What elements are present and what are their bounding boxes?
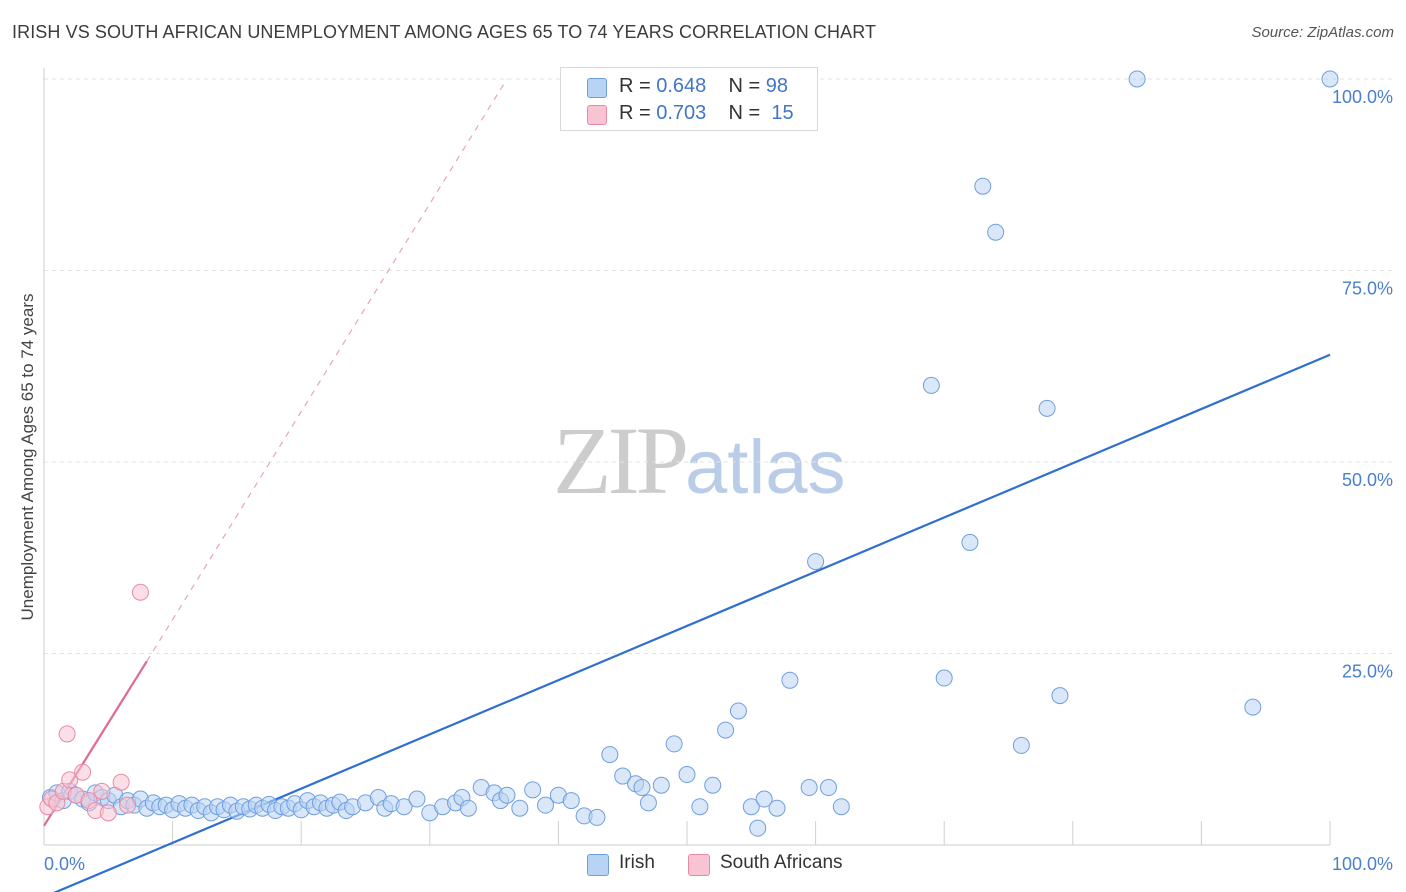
x-tick-label: 0.0% xyxy=(44,854,85,874)
irish-point xyxy=(1038,399,1056,417)
irish-n-value: 98 xyxy=(765,75,789,97)
y-tick-label: 50.0% xyxy=(1342,470,1393,490)
irish-point xyxy=(974,177,992,195)
axis-layer xyxy=(43,68,1330,846)
irish-point xyxy=(781,671,799,689)
source-label: Source: ZipAtlas.com xyxy=(1251,24,1394,41)
y-tick-label: 25.0% xyxy=(1342,662,1393,682)
irish-point xyxy=(633,779,651,797)
legend-swatch-irish xyxy=(587,78,607,98)
irish-point xyxy=(678,766,696,784)
irish-point xyxy=(639,794,657,812)
sa-r-value: 0.703 xyxy=(656,102,707,124)
watermark-zip: ZIP xyxy=(553,407,689,514)
bottom-swatch-south-africans xyxy=(688,854,710,876)
stats-legend: R = 0.648 N = 98 R = 0.703 N = 15 xyxy=(560,67,818,131)
watermark-atlas: atlas xyxy=(685,425,846,510)
sa-point xyxy=(99,804,117,822)
sa-point xyxy=(119,796,137,814)
y-tick-label: 75.0% xyxy=(1342,279,1393,299)
irish-point xyxy=(749,819,767,837)
irish-point xyxy=(742,798,760,816)
legend-text-irish: R = 0.648 N = 98 xyxy=(619,75,789,97)
irish-point xyxy=(807,553,825,571)
point-layer xyxy=(39,70,1339,837)
watermark: ZIPatlas xyxy=(553,405,846,516)
sa-point xyxy=(61,771,79,789)
irish-point xyxy=(562,792,580,810)
irish-point xyxy=(922,376,940,394)
irish-point xyxy=(395,798,413,816)
irish-point xyxy=(1244,698,1262,716)
sa-point xyxy=(93,782,111,800)
irish-point xyxy=(588,808,606,826)
irish-point xyxy=(755,790,773,808)
irish-point xyxy=(511,799,529,817)
irish-point xyxy=(935,669,953,687)
sa-point xyxy=(131,583,149,601)
irish-point xyxy=(704,776,722,794)
y-tick-label: 100.0% xyxy=(1332,87,1393,107)
irish-point xyxy=(537,796,555,814)
chart-title: IRISH VS SOUTH AFRICAN UNEMPLOYMENT AMON… xyxy=(12,22,877,42)
irish-point xyxy=(524,781,542,799)
irish-point xyxy=(614,767,632,785)
label-layer: 25.0% 50.0% 75.0% 100.0% 0.0% 100.0% xyxy=(44,87,1393,874)
sa-trendline-extension xyxy=(146,78,508,662)
sa-point xyxy=(112,773,130,791)
irish-point xyxy=(498,786,516,804)
irish-point xyxy=(729,702,747,720)
irish-point xyxy=(1051,687,1069,705)
sa-point xyxy=(74,763,92,781)
irish-point xyxy=(961,533,979,551)
irish-point xyxy=(717,721,735,739)
irish-point xyxy=(652,776,670,794)
irish-point xyxy=(691,798,709,816)
irish-point xyxy=(819,779,837,797)
bottom-label-irish: Irish xyxy=(619,852,655,873)
sa-n-value: 15 xyxy=(771,102,794,124)
irish-point xyxy=(1012,736,1030,754)
bottom-swatch-irish xyxy=(587,854,609,876)
irish-r-value: 0.648 xyxy=(656,75,707,97)
bottom-label-south-africans: South Africans xyxy=(720,852,843,873)
irish-point xyxy=(459,799,477,817)
irish-point xyxy=(987,223,1005,241)
x-tick-label: 100.0% xyxy=(1332,854,1393,874)
irish-point xyxy=(1321,70,1339,88)
legend-text-south-africans: R = 0.703 N = 15 xyxy=(619,102,794,124)
irish-point xyxy=(408,790,426,808)
irish-point xyxy=(832,798,850,816)
legend-swatch-south-africans xyxy=(587,105,607,125)
irish-point xyxy=(1128,70,1146,88)
irish-point xyxy=(665,735,683,753)
sa-point xyxy=(58,725,76,743)
irish-point xyxy=(601,746,619,764)
irish-point xyxy=(800,779,818,797)
irish-point xyxy=(768,799,786,817)
